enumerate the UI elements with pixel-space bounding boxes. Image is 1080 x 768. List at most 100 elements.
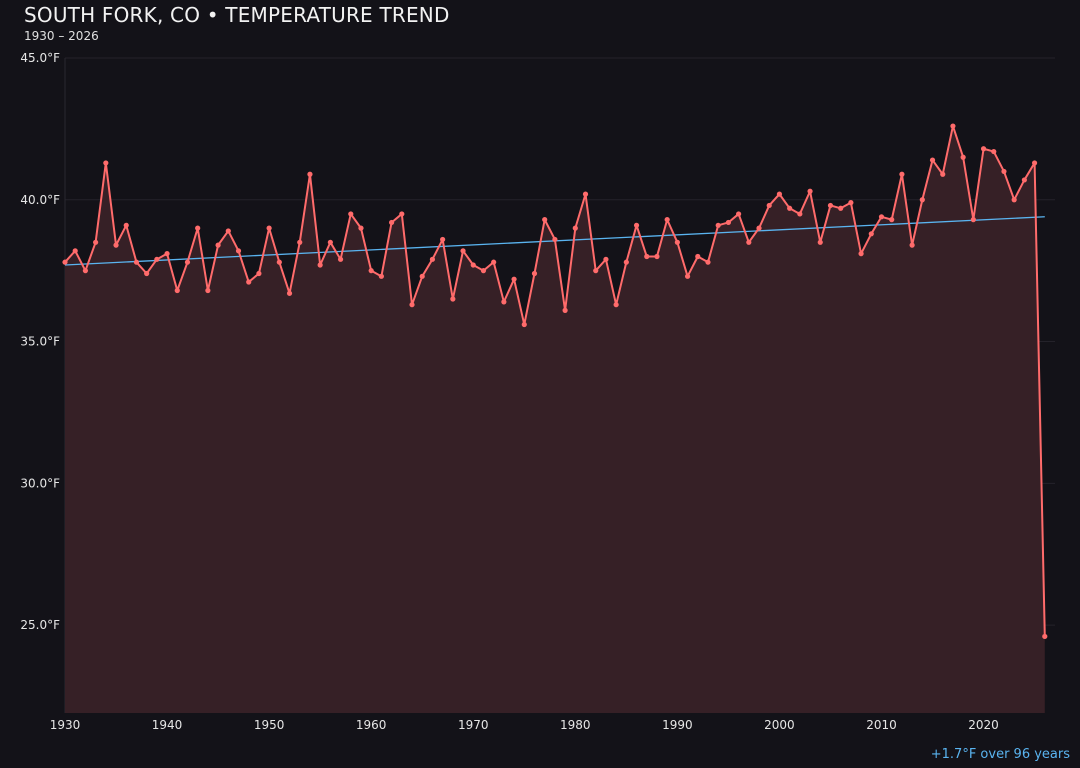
- data-point: [409, 302, 415, 308]
- data-point: [674, 239, 680, 245]
- data-point: [450, 296, 456, 302]
- data-point: [542, 217, 548, 223]
- data-point: [399, 211, 405, 217]
- trend-annotation: +1.7°F over 96 years: [930, 747, 1070, 762]
- data-point: [82, 268, 89, 274]
- data-point: [960, 154, 966, 160]
- data-point: [531, 270, 538, 277]
- data-point: [470, 262, 476, 268]
- data-point: [154, 256, 160, 262]
- data-point: [787, 205, 793, 211]
- data-point: [776, 191, 783, 197]
- data-point: [695, 253, 701, 260]
- y-tick-label: 40.0°F: [20, 193, 60, 207]
- data-point: [991, 148, 997, 155]
- data-point: [1011, 197, 1017, 203]
- data-point: [429, 256, 436, 262]
- data-point: [919, 197, 925, 203]
- data-point: [593, 268, 599, 274]
- data-point: [511, 276, 517, 282]
- data-point: [246, 279, 252, 285]
- data-point: [205, 287, 211, 294]
- chart-title: SOUTH FORK, CO • TEMPERATURE TREND: [24, 3, 450, 27]
- data-point: [419, 273, 425, 279]
- data-point: [1001, 168, 1007, 175]
- data-point: [174, 287, 180, 294]
- data-point: [388, 219, 395, 226]
- y-tick-label: 25.0°F: [20, 618, 60, 632]
- data-point: [123, 222, 129, 228]
- data-point: [297, 239, 303, 245]
- data-point: [480, 268, 487, 274]
- data-point: [766, 202, 772, 209]
- data-point: [164, 251, 170, 257]
- data-point: [940, 171, 946, 177]
- data-point: [358, 225, 364, 231]
- x-tick-label: 2010: [866, 718, 897, 732]
- data-point: [256, 270, 262, 277]
- data-point: [623, 259, 629, 265]
- y-tick-label: 30.0°F: [20, 476, 60, 490]
- y-tick-label: 35.0°F: [20, 335, 60, 349]
- data-point: [307, 171, 313, 177]
- data-point: [521, 321, 527, 328]
- data-point: [633, 222, 640, 228]
- data-point: [725, 219, 732, 226]
- data-point: [970, 217, 976, 223]
- data-point: [215, 242, 221, 248]
- data-point: [1021, 177, 1027, 183]
- data-point: [266, 225, 272, 231]
- data-point: [889, 217, 895, 223]
- data-point: [491, 259, 497, 265]
- data-point: [276, 259, 282, 265]
- data-point: [286, 290, 293, 296]
- data-point: [929, 157, 936, 163]
- x-tick-label: 1950: [254, 718, 285, 732]
- data-point: [654, 253, 660, 260]
- data-point: [980, 146, 987, 152]
- data-point: [103, 160, 109, 166]
- data-point: [644, 253, 650, 260]
- data-point: [664, 217, 670, 223]
- x-tick-label: 2020: [968, 718, 999, 732]
- data-point: [562, 307, 568, 313]
- data-point: [348, 211, 354, 217]
- data-point: [684, 273, 691, 279]
- x-tick-label: 1930: [50, 718, 81, 732]
- area-fill: [65, 126, 1045, 714]
- data-point: [603, 256, 609, 262]
- data-point: [113, 242, 119, 248]
- x-tick-label: 1940: [152, 718, 183, 732]
- data-point: [184, 259, 191, 265]
- data-point: [195, 225, 201, 231]
- data-point: [572, 225, 578, 231]
- x-tick-label: 1960: [356, 718, 387, 732]
- data-point: [327, 239, 333, 245]
- data-point: [736, 211, 742, 217]
- data-point: [613, 302, 619, 308]
- data-point: [950, 123, 956, 129]
- data-point: [1031, 160, 1038, 166]
- x-tick-label: 2000: [764, 718, 795, 732]
- x-tick-label: 1970: [458, 718, 489, 732]
- data-point: [858, 251, 864, 257]
- data-point: [807, 188, 813, 194]
- data-point: [838, 205, 844, 211]
- data-point: [817, 239, 823, 245]
- data-point: [715, 222, 721, 228]
- x-tick-label: 1980: [560, 718, 591, 732]
- x-tick-label: 1990: [662, 718, 693, 732]
- data-point: [368, 268, 374, 274]
- data-point: [909, 242, 915, 248]
- y-tick-label: 45.0°F: [20, 51, 60, 65]
- data-point: [133, 259, 140, 265]
- data-point: [797, 211, 803, 217]
- data-point: [1042, 633, 1048, 640]
- data-point: [868, 231, 874, 237]
- chart-subtitle: 1930 – 2026: [24, 29, 99, 43]
- data-point: [878, 214, 885, 220]
- data-point: [225, 228, 231, 234]
- data-point: [235, 248, 242, 254]
- data-point: [144, 270, 150, 277]
